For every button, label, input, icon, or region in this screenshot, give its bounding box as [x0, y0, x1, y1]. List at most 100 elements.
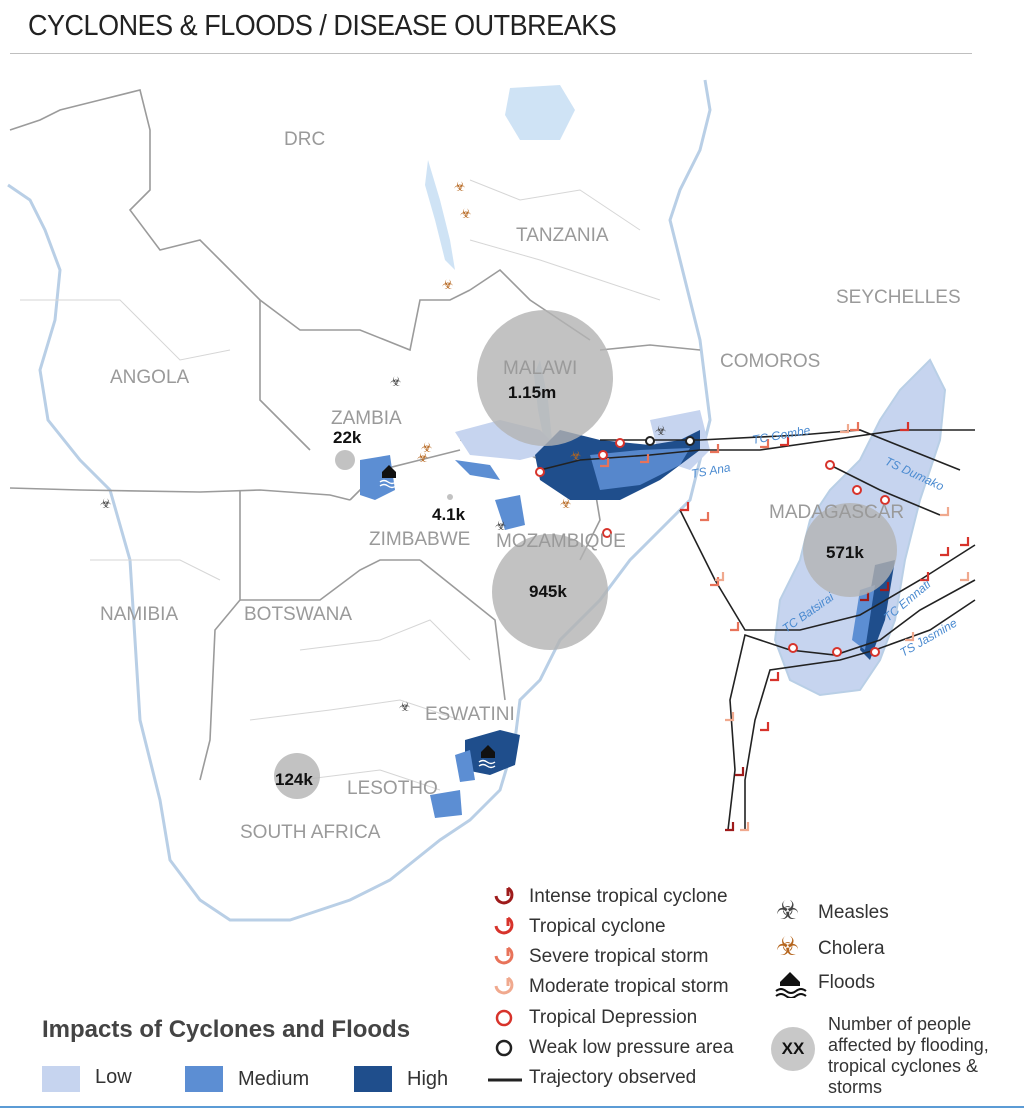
bubble-zambia: [335, 450, 355, 470]
legend-tropical-cyclone: Tropical cyclone: [529, 916, 666, 937]
impact-medium-moz-central: [455, 460, 500, 480]
tropical-cyclone-marker: [920, 572, 930, 582]
legend-intense-cyclone: Intense tropical cyclone: [529, 886, 728, 907]
measles-icon: ☣: [399, 700, 411, 715]
impact-medium-kzn: [455, 750, 475, 782]
impact-high-label: High: [407, 1068, 449, 1090]
floods-legend-icon: [775, 972, 807, 998]
depression-marker: [788, 643, 798, 653]
cholera-icon: ☣: [417, 451, 429, 466]
flood-icon: [478, 745, 496, 769]
low-pressure-marker: [645, 436, 655, 446]
depression-markers: [535, 438, 890, 657]
affected-zambia: 22k: [333, 428, 362, 447]
label-south-africa: SOUTH AFRICA: [240, 822, 381, 843]
trajectory-gombe: [600, 429, 961, 471]
coastline: [7, 79, 712, 922]
affected-legend-line: storms: [828, 1077, 882, 1097]
severe-storm-marker: [600, 458, 610, 468]
affected-malawi: 1.15m: [508, 383, 556, 402]
bubble-south-africa: [274, 753, 320, 799]
impact-medium-madagascar: [852, 585, 875, 650]
trajectory-dumako: [829, 464, 941, 516]
trajectory-jasmine: [744, 599, 976, 830]
flood-icons: [379, 465, 496, 769]
measles-legend-icon: ☣: [776, 896, 800, 926]
bubble-mozambique: [492, 534, 608, 650]
affected-mozambique: 945k: [529, 582, 567, 601]
tropical-cyclone-marker: [940, 547, 950, 557]
affected-zimbabwe: 4.1k: [432, 505, 466, 524]
depression-marker: [535, 467, 545, 477]
severe-storm-marker: [700, 512, 710, 522]
depression-marker: [870, 647, 880, 657]
measles-icons: ☣ ☣ ☣ ☣ ☣: [100, 375, 667, 715]
depression-legend-icon: [495, 1009, 513, 1027]
lake-tanganyika: [425, 160, 455, 270]
label-lesotho: LESOTHO: [347, 778, 438, 799]
label-tanzania: TANZANIA: [516, 225, 609, 246]
bubble-zimbabwe: [447, 494, 453, 500]
moderate-storm-marker: [840, 424, 850, 434]
affected-legend-bubble: XX: [771, 1027, 815, 1071]
impact-low-label: Low: [95, 1066, 132, 1088]
severe-storm-marker: [730, 622, 740, 632]
depression-marker: [615, 438, 625, 448]
low-pressure-legend-icon: [495, 1039, 513, 1057]
measles-icon: ☣: [495, 519, 507, 534]
depression-marker: [880, 495, 890, 505]
moderate-storm-marker: [905, 632, 915, 642]
cholera-icon: ☣: [442, 278, 454, 293]
tropical-cyclone-marker: [770, 672, 780, 682]
label-botswana: BOTSWANA: [244, 604, 352, 625]
flood-icon: [379, 465, 397, 489]
measles-icon: ☣: [390, 375, 402, 390]
low-pressure-markers: [645, 436, 695, 446]
depression-marker: [852, 485, 862, 495]
cyclone-markers: [600, 422, 970, 832]
impact-medium-swatch: [185, 1066, 223, 1092]
legend-depression: Tropical Depression: [529, 1007, 698, 1028]
depression-marker: [602, 528, 612, 538]
intense-cyclone-marker: [725, 822, 735, 832]
impact-medium-ec: [430, 790, 462, 818]
affected-legend-text: Number of people affected by flooding, t…: [828, 1014, 989, 1098]
bottom-divider: [0, 1106, 1024, 1108]
legend-symbols: [488, 886, 522, 1082]
depression-marker: [832, 647, 842, 657]
depression-marker: [598, 450, 608, 460]
legend-severe-storm: Severe tropical storm: [529, 946, 709, 967]
label-zimbabwe: ZIMBABWE: [369, 529, 470, 550]
label-namibia: NAMIBIA: [100, 604, 178, 625]
impact-medium-zim: [495, 495, 525, 530]
cholera-legend-icon: ☣: [776, 932, 800, 962]
affected-legend-line: Number of people: [828, 1014, 972, 1034]
label-eswatini: ESWATINI: [425, 704, 515, 725]
legend-moderate-storm: Moderate tropical storm: [529, 976, 729, 997]
measles-icon: ☣: [655, 424, 667, 439]
impacts-legend-title: Impacts of Cyclones and Floods: [42, 1016, 411, 1043]
impact-low-swatch: [42, 1066, 80, 1092]
trajectory-ana: [539, 429, 975, 471]
impact-medium-moz-coast: [590, 448, 690, 490]
intense-cyclone-marker: [880, 582, 890, 592]
label-zambia: ZAMBIA: [331, 408, 402, 429]
bubble-malawi: [477, 310, 613, 446]
cholera-icon: ☣: [421, 441, 433, 456]
tropical-cyclone-marker: [960, 537, 970, 547]
regional-map: ☣ ☣ ☣ ☣ ☣ ☣ ☣ ☣ ☣ ☣ ☣ ☣ DRC TANZANIA SEY…: [7, 79, 976, 922]
bubble-madagascar: [803, 503, 897, 597]
legend-floods: Floods: [818, 972, 876, 993]
low-pressure-marker: [685, 436, 695, 446]
moderate-storm-marker: [715, 572, 725, 582]
label-seychelles: SEYCHELLES: [836, 287, 961, 308]
impact-medium-label: Medium: [238, 1068, 310, 1090]
impact-high-swatch: [354, 1066, 392, 1092]
storm-label-ana: TS Ana: [690, 460, 732, 481]
label-mozambique: MOZAMBIQUE: [496, 531, 626, 552]
affected-madagascar: 571k: [826, 543, 864, 562]
legend-low-pressure: Weak low pressure area: [529, 1037, 734, 1058]
label-comoros: COMOROS: [720, 351, 820, 372]
intense-cyclone-legend-icon: [494, 886, 514, 905]
impact-medium-zambia: [360, 455, 395, 500]
